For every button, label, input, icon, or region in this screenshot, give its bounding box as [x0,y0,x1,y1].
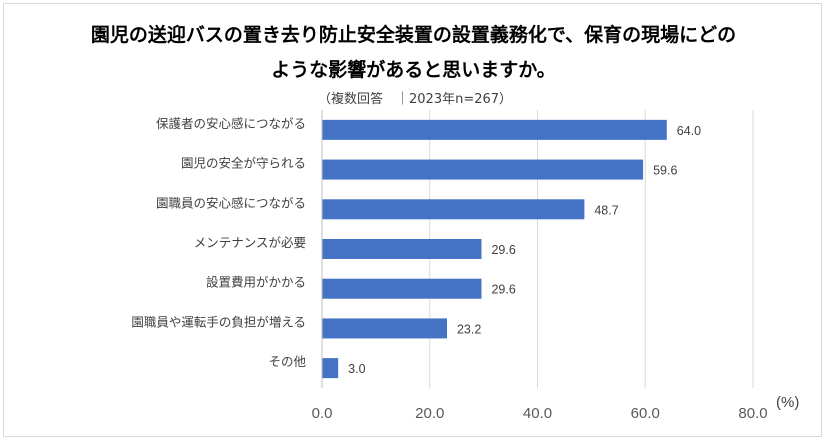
chart-title-line-2: ような影響があると思いますか。 [271,59,556,81]
bar-value-label: 3.0 [348,362,365,376]
x-tick-label: 20.0 [415,405,444,422]
bar [322,119,667,140]
category-label: メンテナンスが必要 [194,235,306,250]
chart-subtitle: （複数回答 ｜2023年n=267） [318,92,513,107]
x-tick-label: 40.0 [523,405,552,422]
bar-value-label: 29.6 [491,283,515,297]
bar [322,239,482,259]
bar-value-label: 23.2 [457,322,481,336]
bar-value-label: 64.0 [677,124,701,138]
bar-value-label: 59.6 [653,164,677,178]
x-axis-unit-label: (%) [776,394,799,411]
x-tick-label: 0.0 [312,405,333,422]
bar [322,358,339,379]
bar-value-label: 48.7 [594,203,618,217]
bar [322,159,644,180]
category-label: 保護者の安心感につながる [156,116,306,131]
category-label: 設置費用がかかる [206,275,306,290]
bar [322,199,585,220]
bar [322,278,482,299]
chart-frame [3,3,822,437]
category-label: 園職員や運転手の負担が増える [131,314,306,329]
category-label: 園職員の安心感につながる [156,195,306,210]
bar [322,318,447,339]
chart-title-line-1: 園児の送迎バスの置き去り防止安全装置の設置義務化で、保育の現場にどの [90,24,737,46]
category-label: 園児の安全が守られる [181,156,306,171]
x-tick-label: 60.0 [631,405,660,422]
bar-value-label: 29.6 [491,243,515,257]
category-label: その他 [268,354,306,369]
x-tick-label: 80.0 [738,405,767,422]
